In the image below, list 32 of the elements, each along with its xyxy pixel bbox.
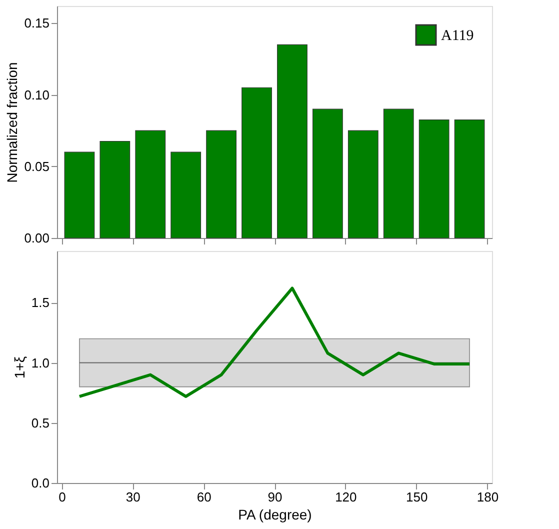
x-tick-label: 60	[196, 490, 212, 504]
y-tick-label: 0.05	[24, 158, 50, 174]
x-tick-label: 30	[126, 490, 140, 504]
bar	[383, 108, 414, 238]
y-tick-label: 0.10	[24, 87, 50, 102]
legend-label: A119	[441, 28, 474, 44]
y-tick-label: 0.5	[31, 415, 50, 430]
y-tick-label: 1.5	[31, 295, 50, 310]
y-axis-title: 1+ξ	[11, 356, 28, 379]
bar	[454, 120, 485, 238]
x-tick-label: 180	[476, 490, 499, 504]
y-axis-title: Normalized fraction	[4, 62, 20, 183]
x-tick-label: 120	[335, 490, 357, 504]
bar	[418, 120, 450, 238]
bar	[348, 130, 378, 238]
bar	[135, 130, 166, 238]
y-tick-label: 1.0	[31, 355, 50, 370]
bar	[64, 152, 95, 238]
bar	[242, 87, 272, 238]
bar	[277, 44, 308, 238]
line-series	[78, 286, 472, 398]
y-tick-label: 0.0	[31, 476, 50, 490]
x-tick-label: 0	[58, 490, 66, 504]
x-tick-label: 90	[268, 490, 282, 504]
y-tick-label: 0.00	[24, 230, 50, 246]
x-tick-label: 150	[406, 490, 428, 504]
bar	[312, 108, 343, 238]
x-axis-title: PA (degree)	[238, 506, 312, 522]
bar	[100, 141, 130, 238]
bar	[170, 152, 202, 238]
y-tick-label: 0.15	[24, 16, 50, 31]
bar	[206, 130, 236, 238]
